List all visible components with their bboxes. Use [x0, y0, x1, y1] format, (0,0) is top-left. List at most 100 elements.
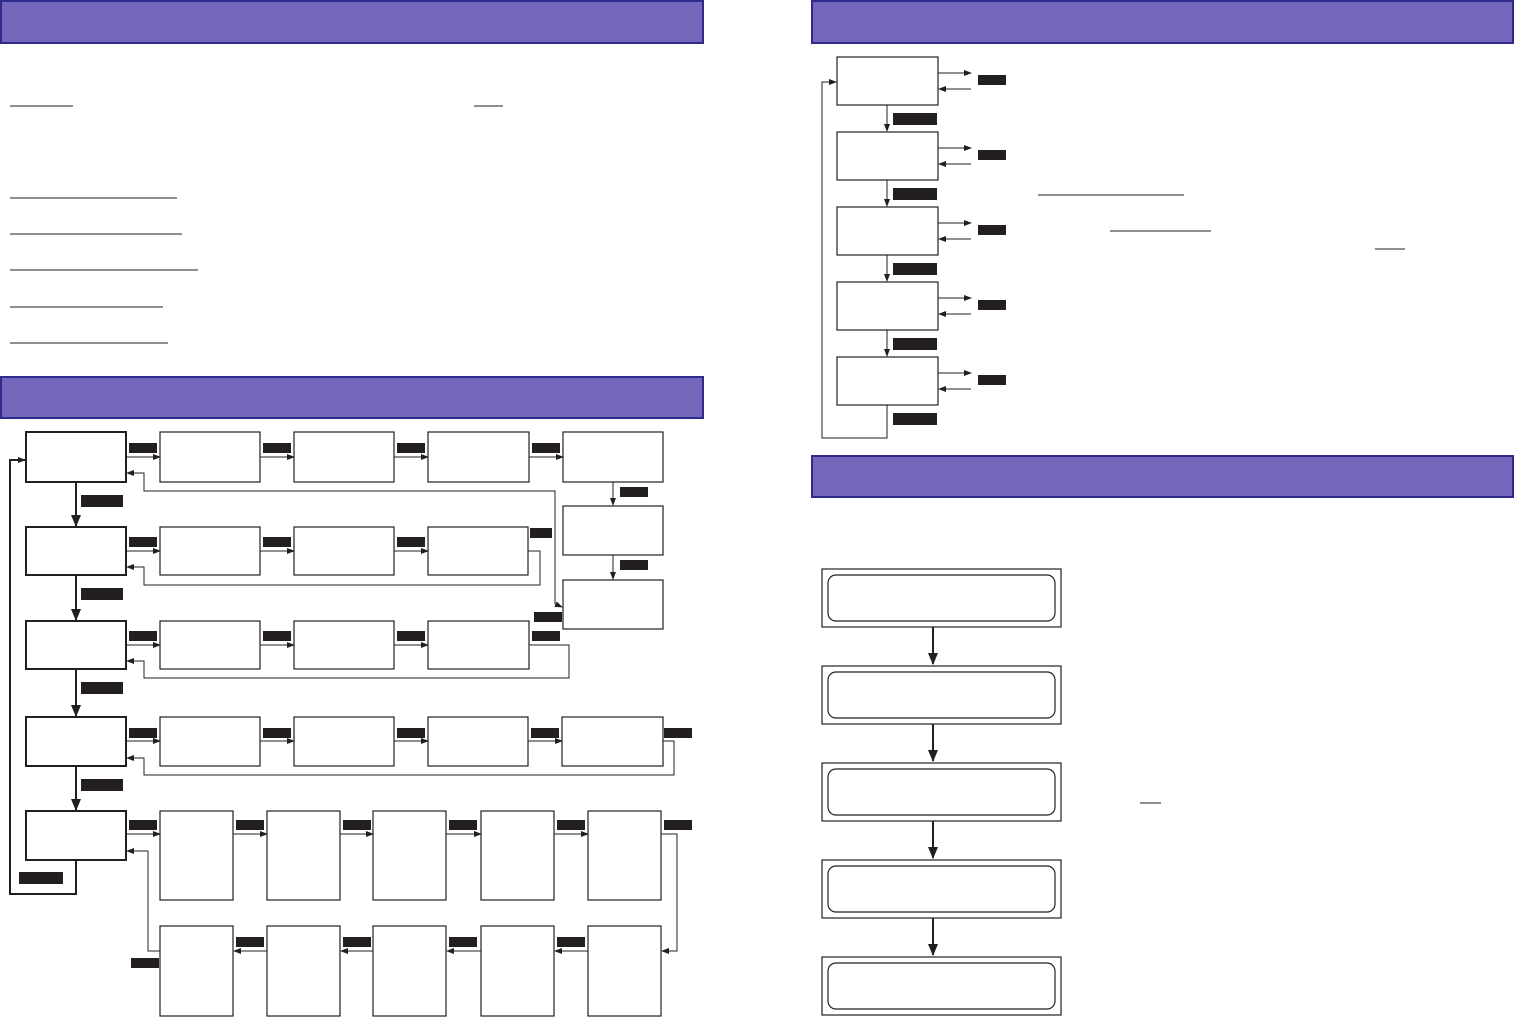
button-label	[978, 150, 1006, 160]
state-box	[480, 925, 555, 1017]
state-box	[266, 925, 341, 1017]
state-box	[587, 925, 662, 1017]
button-label	[129, 820, 157, 830]
state-box	[821, 859, 1062, 919]
button-label	[449, 937, 477, 947]
state-box	[159, 716, 261, 767]
button-label	[893, 263, 937, 275]
state-box	[25, 716, 127, 767]
state-box	[427, 620, 530, 670]
state-box	[159, 431, 261, 483]
display-frame	[827, 671, 1056, 719]
button-label	[893, 113, 937, 125]
state-box	[25, 620, 127, 670]
button-label	[343, 820, 371, 830]
state-box	[562, 579, 664, 630]
button-label	[978, 300, 1006, 310]
state-box	[372, 925, 447, 1017]
flow-arrow	[661, 833, 678, 954]
button-label	[893, 338, 937, 350]
button-label	[263, 631, 291, 641]
state-box	[587, 810, 662, 901]
state-box	[480, 810, 555, 901]
button-label	[81, 682, 123, 694]
state-box	[562, 431, 664, 483]
state-box	[372, 810, 447, 901]
state-box	[836, 206, 939, 256]
button-label	[449, 820, 477, 830]
button-label	[664, 728, 692, 738]
display-frame	[827, 768, 1056, 816]
button-label	[978, 225, 1006, 235]
button-label	[532, 443, 560, 453]
button-label	[531, 728, 559, 738]
state-box	[159, 526, 261, 576]
button-label	[530, 528, 552, 538]
button-label	[397, 631, 425, 641]
button-label	[263, 443, 291, 453]
state-box	[427, 526, 529, 576]
flow-arrow	[126, 740, 675, 776]
button-label	[81, 779, 123, 791]
button-label	[81, 495, 123, 507]
state-box	[25, 526, 127, 576]
state-box	[159, 810, 234, 901]
state-box	[821, 568, 1062, 628]
button-label	[664, 820, 692, 830]
flow-arrow	[126, 644, 570, 679]
state-box	[293, 526, 395, 576]
state-box	[821, 762, 1062, 822]
state-box	[836, 131, 939, 181]
button-label	[620, 487, 648, 497]
state-box	[562, 505, 664, 556]
state-box	[561, 716, 664, 767]
flow-arrow	[126, 550, 541, 586]
button-label	[129, 631, 157, 641]
state-box	[821, 956, 1062, 1016]
button-label	[893, 188, 937, 200]
state-box	[25, 431, 127, 483]
button-label	[343, 937, 371, 947]
state-box	[266, 810, 341, 901]
state-box	[293, 716, 395, 767]
section-header-bar	[0, 376, 704, 419]
button-label	[236, 820, 264, 830]
state-box	[159, 925, 234, 1017]
section-header-bar	[811, 0, 1514, 44]
state-box	[159, 620, 261, 670]
button-label	[978, 375, 1006, 385]
flow-arrow	[554, 601, 563, 608]
button-label	[263, 728, 291, 738]
display-frame	[827, 865, 1056, 913]
state-box	[427, 716, 529, 767]
flow-arrow	[9, 457, 77, 895]
state-box	[836, 281, 939, 331]
button-label	[557, 937, 585, 947]
section-header-bar	[811, 455, 1514, 498]
button-label	[263, 537, 291, 547]
state-box	[25, 810, 127, 861]
state-box	[293, 620, 395, 670]
flow-arrow	[126, 470, 556, 604]
button-label	[19, 872, 63, 884]
button-label	[532, 631, 560, 641]
button-label	[893, 413, 937, 425]
button-label	[129, 443, 157, 453]
button-label	[397, 537, 425, 547]
state-box	[293, 431, 395, 483]
button-label	[129, 728, 157, 738]
button-label	[236, 937, 264, 947]
button-label	[397, 728, 425, 738]
state-box	[836, 56, 939, 106]
button-label	[81, 588, 123, 600]
display-frame	[827, 962, 1056, 1010]
button-label	[557, 820, 585, 830]
display-frame	[827, 574, 1056, 622]
flow-arrow	[821, 79, 888, 439]
button-label	[131, 958, 159, 968]
button-label	[534, 612, 562, 622]
state-box	[427, 431, 530, 483]
button-label	[397, 443, 425, 453]
button-label	[129, 537, 157, 547]
